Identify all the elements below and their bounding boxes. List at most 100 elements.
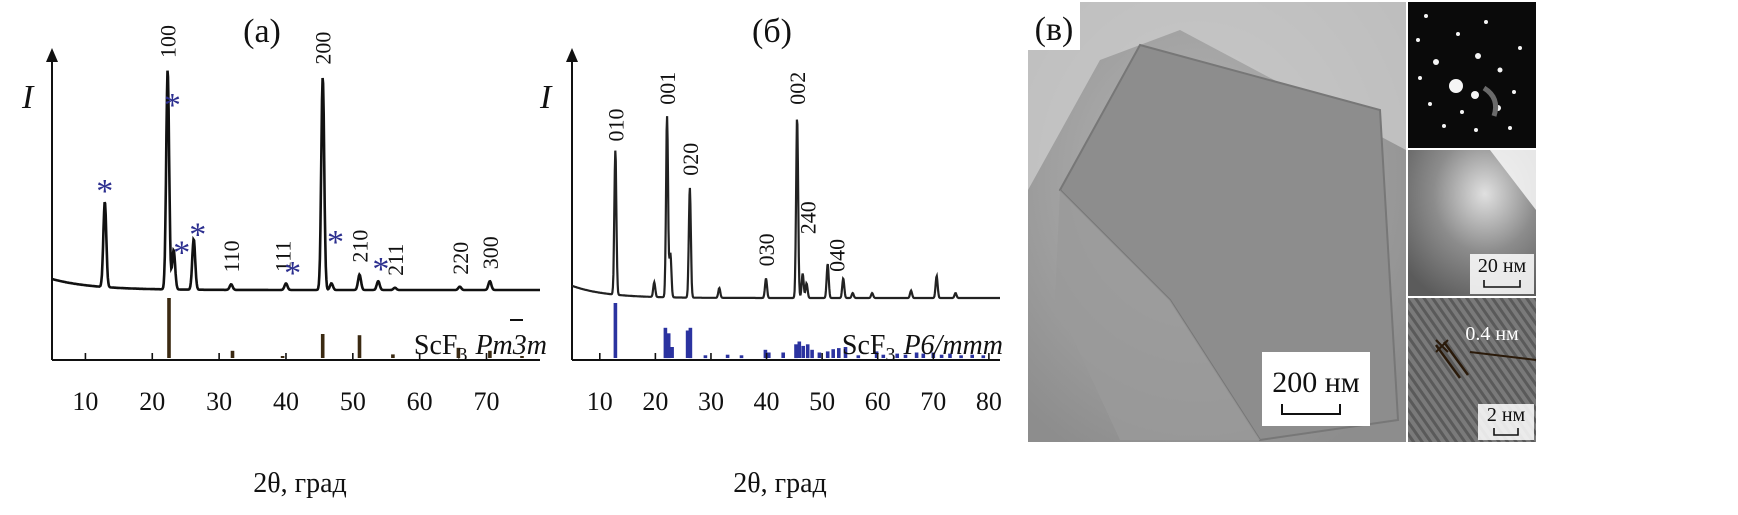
x-tick-label: 50: [340, 387, 366, 416]
reference-bar: [805, 344, 810, 359]
reference-bar: [685, 330, 690, 358]
tem-panel: (в) 200 нм: [1028, 2, 1537, 442]
reference-bar: [903, 354, 908, 358]
x-tick-label: 40: [754, 387, 780, 416]
reference-bar: [801, 345, 805, 358]
reference-bar: [320, 334, 325, 358]
peak-label: 200: [311, 32, 336, 65]
panel-b-x-axis-label: 2θ, град: [733, 468, 827, 499]
reference-bar: [797, 341, 802, 358]
peak-label: 111: [271, 241, 296, 272]
reference-bar: [895, 353, 899, 358]
reference-bar: [914, 352, 919, 358]
x-tick-label: 30: [698, 387, 724, 416]
panel-b-reference-bars: [613, 303, 986, 359]
x-tick-label: 70: [474, 387, 500, 416]
peak-label: 240: [796, 201, 821, 234]
x-tick-label: 20: [139, 387, 165, 416]
scale-bar-small-label: 2 нм: [1487, 404, 1526, 426]
impurity-marker: *: [164, 87, 181, 124]
peak-label: 020: [678, 143, 703, 176]
x-tick-label: 70: [920, 387, 946, 416]
impurity-marker: *: [96, 173, 113, 210]
scale-bar-main-label: 200 нм: [1272, 366, 1360, 399]
impurity-marker: *: [173, 235, 190, 272]
reference-bar: [874, 351, 879, 358]
panel-a-diffraction-pattern: [51, 70, 540, 292]
reference-bar: [959, 355, 963, 359]
panel-b-y-axis-symbol: I: [539, 79, 553, 116]
reference-bar: [703, 355, 708, 359]
reference-bar: [837, 348, 841, 358]
reference-bar: [825, 351, 830, 358]
reference-bar: [688, 327, 693, 359]
panel-a-peak-labels: 100 200 110 111 210 211 220 300: [156, 25, 503, 276]
y-axis-arrow: [566, 48, 578, 62]
reference-bar: [520, 356, 524, 358]
reference-bar: [843, 347, 848, 358]
reference-bar: [970, 354, 974, 358]
x-tick-label: 10: [587, 387, 613, 416]
peak-label: 030: [754, 233, 779, 266]
reference-bar: [794, 344, 798, 359]
impurity-marker: *: [327, 224, 344, 261]
panel-a-reference-bars: [167, 298, 524, 358]
peak-label: 001: [655, 72, 680, 105]
panel-b-axes: [566, 48, 1000, 361]
reference-bar: [725, 354, 730, 358]
reference-bar: [981, 355, 986, 359]
x-tick-label: 60: [407, 387, 433, 416]
reference-bar: [230, 350, 235, 358]
reference-bar: [613, 303, 618, 358]
panel-a-x-axis-label: 2θ, град: [253, 468, 347, 499]
panel-c-label: (в): [1035, 11, 1074, 48]
panel-b-label: (б): [752, 13, 792, 50]
peak-label: 002: [785, 72, 810, 105]
panel-a-y-axis-symbol: I: [21, 79, 35, 116]
reference-bar: [391, 354, 395, 358]
saed-inset: [1408, 2, 1536, 148]
panel-b-phase-label: ScF3 P6/mmm: [842, 330, 1003, 366]
peak-label: 220: [448, 242, 473, 275]
reference-bar: [456, 347, 461, 358]
reference-bar: [739, 355, 744, 359]
reference-bar: [167, 298, 171, 358]
x-tick-label: 80: [976, 387, 1002, 416]
reference-bar: [948, 353, 952, 358]
scale-bar-small: [1493, 428, 1519, 436]
impurity-marker: *: [284, 255, 301, 292]
reference-bar: [763, 349, 768, 359]
reference-bar: [357, 335, 362, 358]
reference-bar: [488, 350, 492, 358]
scale-bar-mid: [1483, 280, 1521, 288]
peak-label: 211: [383, 244, 408, 276]
reference-bar: [831, 349, 835, 358]
x-tick-label: 20: [642, 387, 668, 416]
reference-bar: [856, 355, 861, 359]
x-tick-label: 50: [809, 387, 835, 416]
scale-bar-main: [1281, 404, 1341, 415]
reference-bar: [663, 327, 668, 359]
x-tick-label: 60: [865, 387, 891, 416]
d-spacing-label: 0.4 нм: [1465, 323, 1519, 345]
reference-bar: [810, 349, 814, 359]
panel-a-phase-label: ScF3 Pm3m: [414, 330, 547, 366]
peak-label: 100: [156, 25, 181, 58]
peak-label: 210: [348, 230, 373, 263]
d-spacing-pointer: [1469, 351, 1537, 361]
xrd-panel-b: (б) I 10 20 30 40 50 60 70 80 010 001 020 030 002 24…: [539, 13, 1003, 499]
panel-b-x-ticks: 10 20 30 40 50 60 70 80: [587, 353, 1002, 416]
reference-bar: [670, 347, 674, 358]
reference-bar: [781, 352, 785, 358]
x-tick-label: 30: [206, 387, 232, 416]
peak-label: 110: [219, 240, 244, 272]
reference-bar: [881, 354, 886, 358]
x-tick-label: 10: [72, 387, 98, 416]
impurity-marker: *: [189, 217, 206, 254]
y-axis-arrow: [46, 48, 58, 62]
impurity-marker: *: [372, 251, 389, 288]
peak-label: 010: [603, 108, 628, 141]
panel-a-label: (а): [243, 13, 281, 50]
panel-a-axes: [46, 48, 540, 361]
